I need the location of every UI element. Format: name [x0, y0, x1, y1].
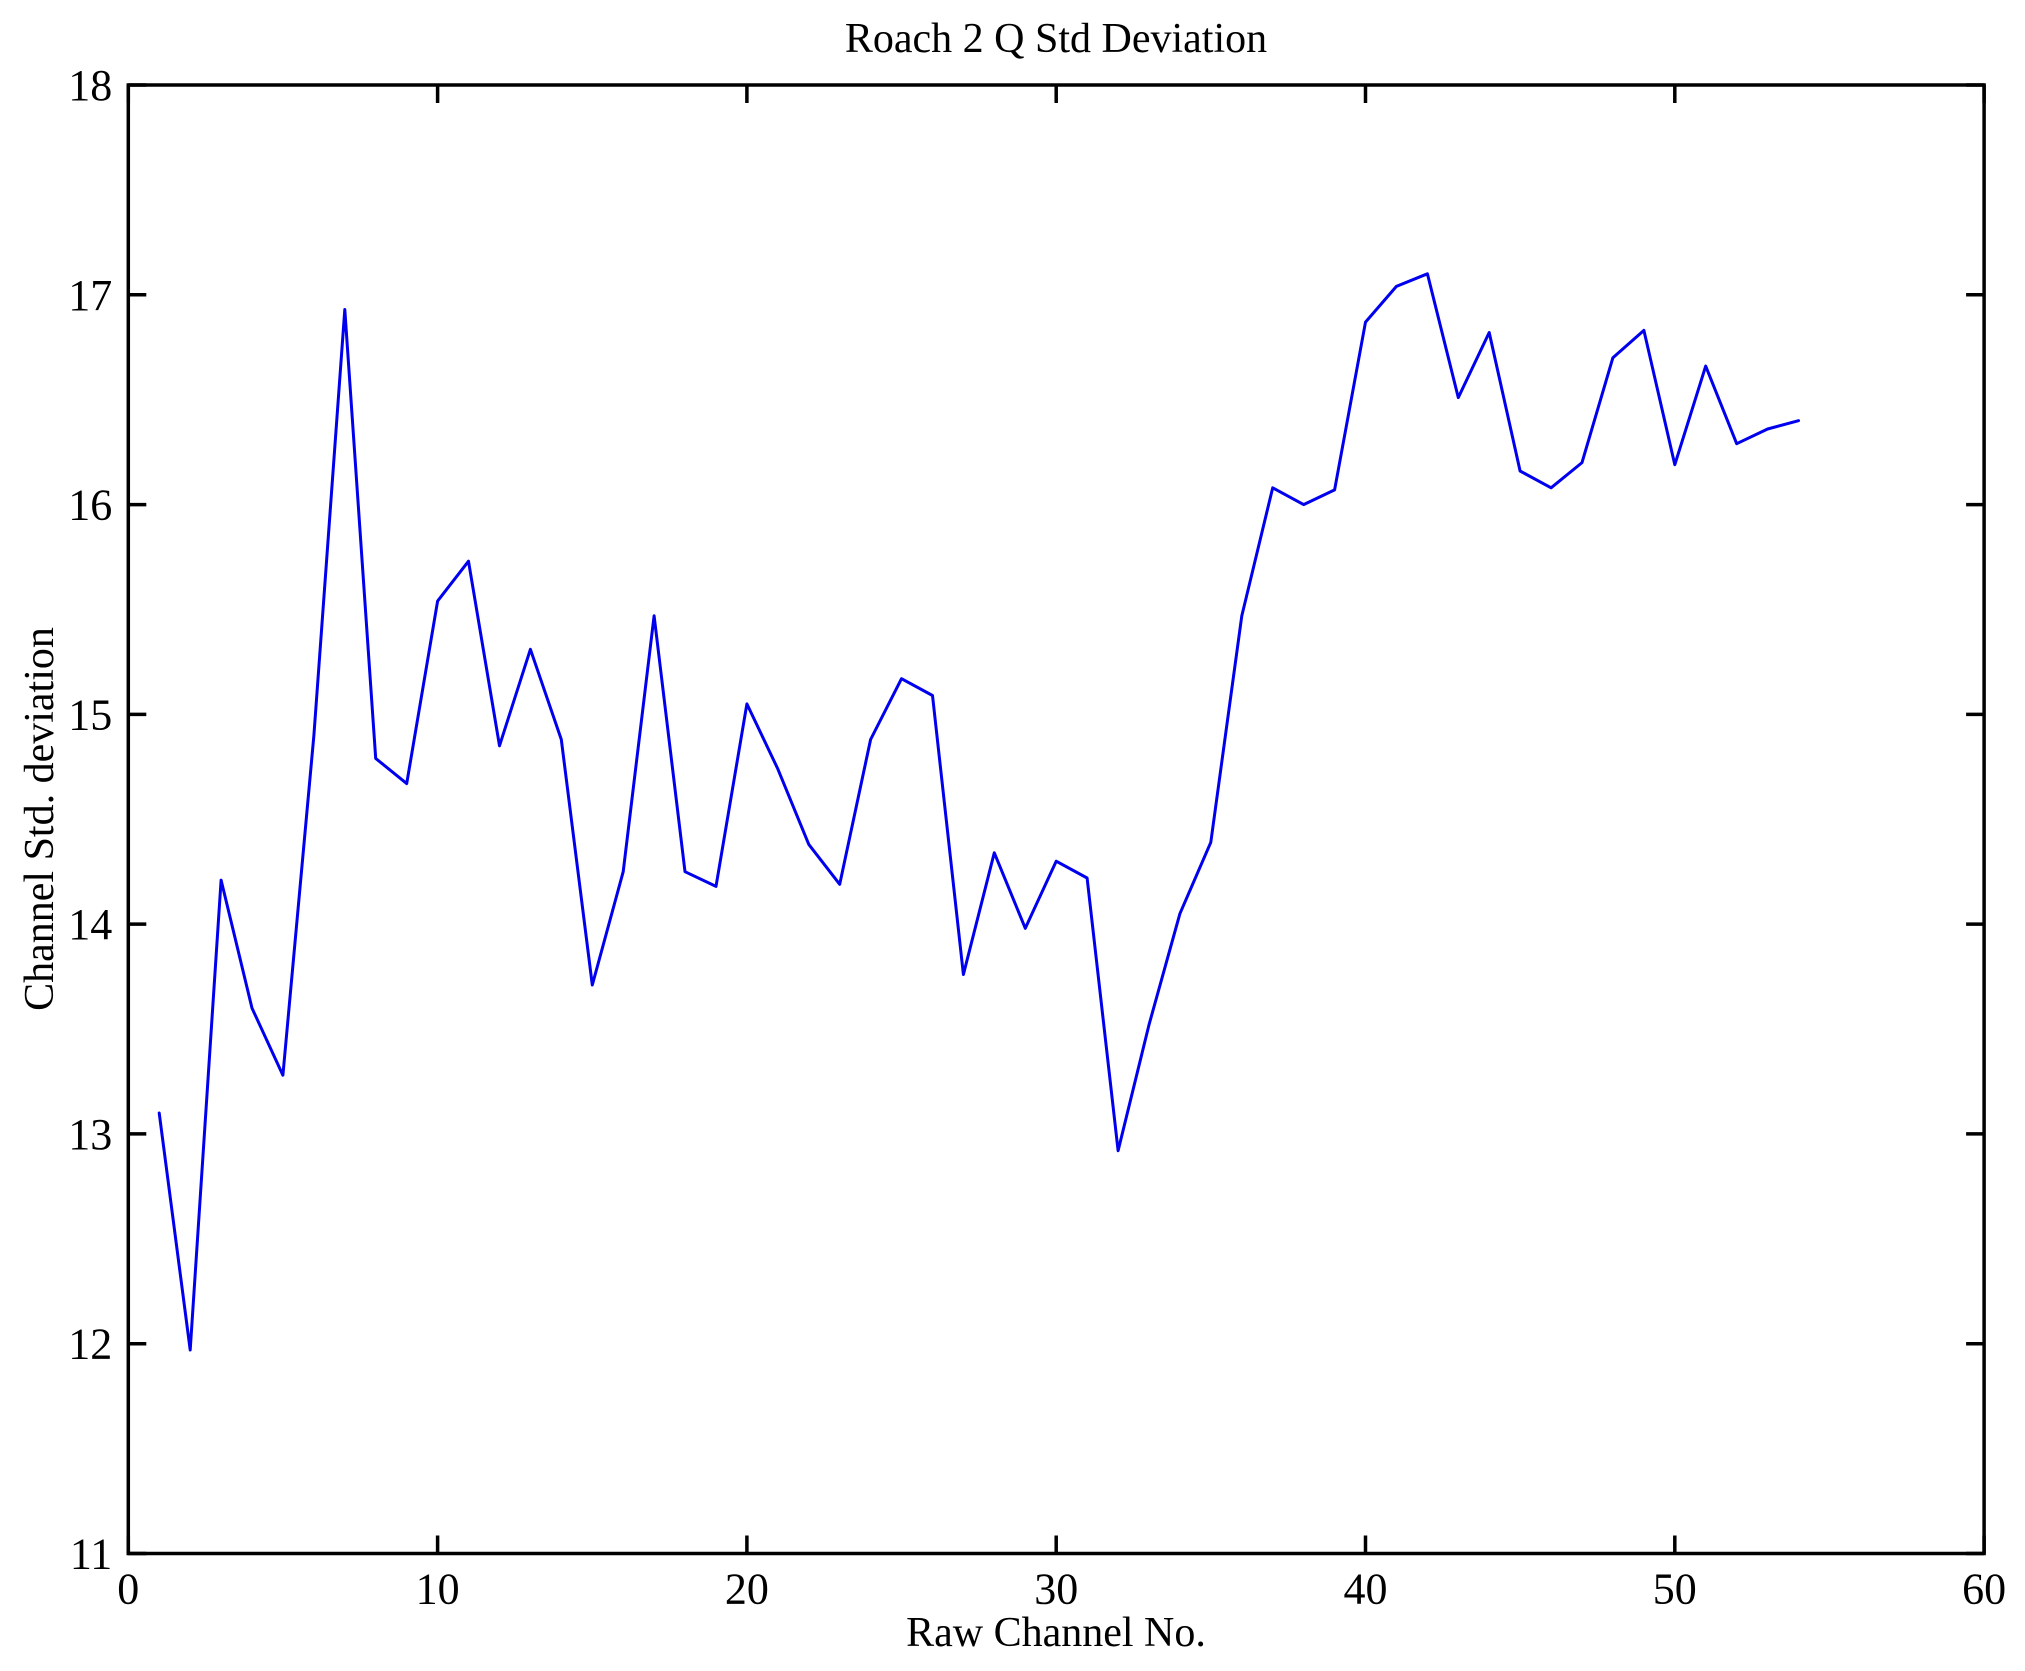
x-tick-label: 40 — [1344, 1565, 1388, 1614]
chart-title: Roach 2 Q Std Deviation — [844, 16, 1268, 62]
plot-frame — [126, 83, 1986, 1556]
y-tick-label: 11 — [70, 1530, 112, 1579]
x-tick-label: 30 — [1034, 1565, 1078, 1614]
data-line — [157, 272, 1800, 1352]
x-tick-label: 60 — [1962, 1565, 2006, 1614]
y-tick-label: 14 — [68, 900, 112, 949]
y-tick-label: 16 — [68, 481, 112, 530]
y-tick-label: 15 — [68, 690, 112, 739]
x-tick-label: 50 — [1653, 1565, 1697, 1614]
y-tick-label: 12 — [68, 1320, 112, 1369]
y-tick-label: 18 — [68, 61, 112, 110]
x-axis-label: Raw Channel No. — [906, 1610, 1206, 1656]
y-axis-label: Channel Std. deviation — [16, 627, 63, 1011]
x-tick-label: 0 — [117, 1565, 139, 1614]
x-tick-label: 10 — [416, 1565, 460, 1614]
y-tick-label: 17 — [68, 271, 112, 320]
x-tick-label: 20 — [725, 1565, 769, 1614]
y-tick-label: 13 — [68, 1110, 112, 1159]
